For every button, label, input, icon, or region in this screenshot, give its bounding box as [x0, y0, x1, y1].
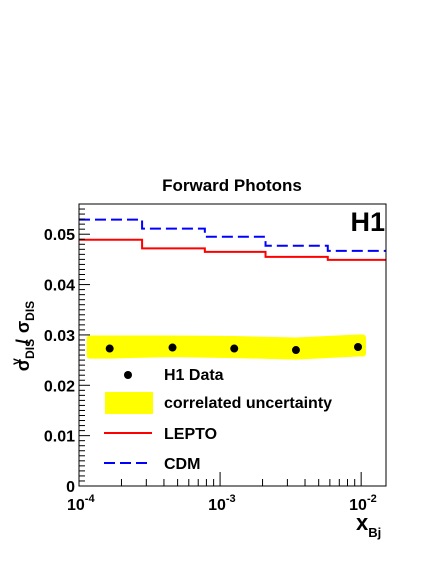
y-label-sigma: σ [13, 359, 33, 371]
legend-swatch-band [105, 392, 153, 414]
svg-text:σDISγ/σDIS: σDISγ/σDIS [9, 301, 37, 371]
series-line-cdm [79, 218, 386, 252]
legend-label: H1 Data [164, 367, 224, 384]
x-tick-label: 10-2 [349, 493, 377, 514]
x-ticks: 10-4 10-3 10-2 [67, 472, 377, 514]
series-line-lepto [79, 238, 386, 261]
legend-marker-h1-data [124, 371, 132, 379]
data-point [230, 344, 239, 353]
data-point [105, 344, 114, 353]
x-label-sub: Bj [368, 525, 381, 540]
legend-label: CDM [164, 456, 200, 473]
legend: H1 Data correlated uncertainty LEPTO CDM [104, 367, 332, 473]
y-label-slash: / [13, 339, 33, 344]
data-point [354, 343, 363, 352]
data-point [291, 346, 300, 355]
y-tick-label: 0.05 [44, 227, 75, 244]
chart-title: Forward Photons [162, 176, 302, 195]
y-tick-label: 0.02 [44, 378, 75, 395]
y-tick-label: 0.04 [44, 278, 75, 295]
y-label-sub: DIS [23, 339, 37, 359]
y-tick-label: 0.03 [44, 328, 75, 345]
data-point [168, 343, 177, 352]
y-axis-label: σDISγ/σDIS [9, 301, 37, 371]
legend-label: LEPTO [164, 426, 217, 443]
y-label-sigma2: σ [13, 321, 33, 333]
data-points-layer [105, 343, 363, 355]
x-axis-label: xBj [356, 510, 381, 540]
y-label-sub2: DIS [23, 301, 37, 321]
uncertainty-band-layer [86, 334, 367, 360]
y-tick-label: 0.01 [44, 429, 75, 446]
uncertainty-band [86, 334, 367, 360]
y-ticks: 0 0.01 0.02 0.03 0.04 0.05 [44, 208, 90, 496]
x-tick-label: 10-4 [67, 493, 95, 514]
series-layer [79, 218, 386, 261]
y-tick-label: 0 [66, 479, 75, 496]
x-tick-label: 10-3 [208, 493, 236, 514]
y-label-sup: γ [9, 358, 23, 365]
legend-label: correlated uncertainty [164, 395, 332, 412]
experiment-label: H1 [350, 207, 385, 237]
